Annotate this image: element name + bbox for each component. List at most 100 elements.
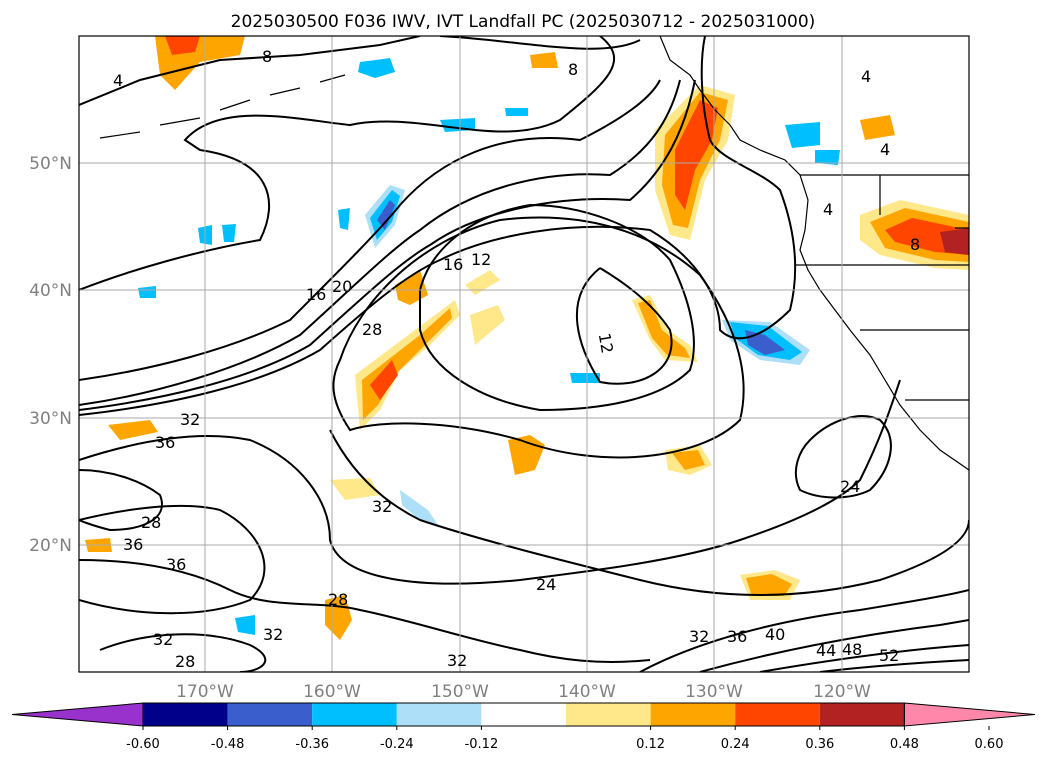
contour-line [79, 79, 696, 411]
colorbar-segment [481, 703, 566, 726]
contour-label: 4 [861, 67, 871, 86]
colorbar-segment [396, 703, 482, 726]
contour-label: 32 [180, 410, 200, 429]
colorbar-tick-label: -0.60 [126, 737, 160, 752]
negative-anomaly [785, 122, 820, 148]
colorbar-tick-label: -0.48 [211, 737, 245, 752]
contour-line [419, 203, 695, 412]
lon-tick-label: 120°W [813, 682, 871, 702]
contour-label: 16 [443, 255, 463, 274]
negative-anomaly [400, 490, 438, 525]
contour-label: 40 [765, 625, 785, 644]
colorbar-tick-label: 0.60 [975, 737, 1004, 752]
lat-tick-label: 20°N [29, 536, 72, 556]
contour-line [575, 267, 673, 385]
lon-tick-label: 170°W [176, 682, 234, 702]
contour-label: 32 [153, 630, 173, 649]
contour-label: 36 [123, 535, 143, 554]
contour-line [79, 79, 681, 406]
colorbar-tick-label: 0.48 [890, 737, 919, 752]
negative-anomaly [222, 224, 236, 242]
lon-tick-label: 130°W [685, 682, 743, 702]
coastlines [99, 36, 969, 471]
colorbar-tick-label: 0.12 [636, 737, 665, 752]
figure-title: 2025030500 F036 IWV, IVT Landfall PC (20… [231, 12, 816, 32]
colorbar-segment [143, 703, 228, 726]
lon-tick-label: 140°W [558, 682, 616, 702]
contour-label: 24 [536, 575, 556, 594]
lon-tick-label: 160°W [303, 682, 361, 702]
contour-label: 24 [840, 477, 860, 496]
colorbar-extend-min [11, 702, 144, 727]
positive-anomaly [370, 360, 398, 400]
lat-tick-label: 30°N [29, 409, 72, 429]
contour-line [79, 379, 901, 585]
contour-line [794, 415, 892, 499]
contour-label: 32 [689, 627, 709, 646]
contour-label: 4 [113, 71, 123, 90]
colorbar-tick-label: 0.24 [721, 737, 750, 752]
contour-line [819, 659, 969, 672]
anomaly-fills [85, 36, 969, 640]
contour-label: 44 [816, 641, 836, 660]
positive-anomaly [165, 36, 200, 55]
positive-anomaly [530, 52, 558, 68]
contour-line [439, 36, 641, 50]
map-area: 4 8 8 4 4 4 8 12 16 20 16 12 28 32 36 28… [79, 36, 969, 672]
colorbar-extend-max [903, 702, 1036, 727]
gridlines [79, 36, 969, 672]
contour-label: 16 [306, 285, 326, 304]
negative-anomaly [358, 58, 395, 78]
negative-anomaly [570, 373, 600, 383]
ivt-contours [79, 36, 969, 672]
contour-label: 32 [263, 625, 283, 644]
contour-label: 28 [175, 652, 195, 671]
contour-line [639, 589, 969, 672]
contour-label: 12 [471, 250, 491, 269]
lat-tick-label: 50°N [29, 154, 72, 174]
contour-label: 32 [372, 497, 392, 516]
contour-label: 32 [447, 651, 467, 670]
negative-anomaly [745, 330, 785, 355]
negative-anomaly [505, 108, 528, 116]
negative-anomaly [815, 150, 840, 165]
contour-label: 8 [568, 60, 578, 79]
contour-line [79, 469, 163, 532]
colorbar-segment [566, 703, 651, 726]
aleutian-islands [99, 74, 346, 139]
contour-label: 4 [880, 140, 890, 159]
colorbar-tick-label: 0.36 [805, 737, 834, 752]
contour-line [79, 79, 661, 381]
positive-anomaly [108, 420, 158, 440]
positive-anomaly [746, 574, 792, 596]
contour-line [99, 633, 267, 672]
contour-line [79, 559, 651, 663]
lat-tick-label: 40°N [29, 281, 72, 301]
positive-anomaly [465, 270, 500, 295]
contour-line [79, 36, 421, 106]
positive-anomaly [470, 305, 505, 345]
colorbar: -0.60 -0.48 -0.36 -0.24 -0.12 0.12 0.24 0.36 0.4… [11, 702, 1036, 752]
contour-labels: 4 8 8 4 4 4 8 12 16 20 16 12 28 32 36 28… [113, 47, 920, 671]
contour-line [79, 36, 616, 291]
north-america-coast [659, 36, 969, 471]
map-frame [78, 35, 970, 673]
colorbar-segment [819, 703, 905, 726]
colorbar-tick-label: -0.12 [465, 737, 499, 752]
contour-label: 28 [141, 513, 161, 532]
positive-anomaly [940, 228, 969, 255]
colorbar-segment [735, 703, 820, 726]
negative-anomaly [338, 208, 350, 230]
negative-anomaly [235, 615, 255, 635]
contour-label: 4 [823, 200, 833, 219]
latitude-labels: 50°N 40°N 30°N 20°N [29, 154, 72, 556]
negative-anomaly [138, 286, 156, 298]
colorbar-tick-label: -0.36 [295, 737, 329, 752]
contour-label: 28 [328, 590, 348, 609]
contour-line [759, 644, 969, 672]
contour-label: 12 [595, 332, 617, 355]
contour-label: 36 [155, 433, 175, 452]
contour-label: 8 [262, 47, 272, 66]
contour-label: 28 [362, 320, 382, 339]
